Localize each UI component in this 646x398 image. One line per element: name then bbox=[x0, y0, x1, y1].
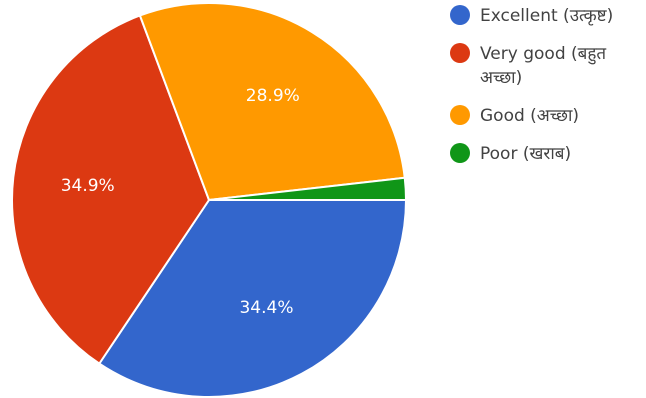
legend-label-3-line-0: Poor (खराब) bbox=[480, 144, 571, 164]
legend-swatch-1 bbox=[450, 43, 470, 63]
legend-label-1-line-1: अच्छा) bbox=[480, 68, 522, 88]
legend-swatch-2 bbox=[450, 105, 470, 125]
legend-item-3[interactable]: Poor (खराब) bbox=[450, 143, 571, 164]
legend-item-2[interactable]: Good (अच्छा) bbox=[450, 105, 579, 126]
pie-slice-3[interactable] bbox=[208, 176, 407, 201]
slice-label-2: 28.9% bbox=[246, 86, 300, 106]
slice-labels: 34.4% 34.9% 28.9% bbox=[61, 86, 300, 318]
pie-slice-1[interactable] bbox=[11, 14, 210, 365]
legend: Excellent (उत्कृष्ट) Very good (बहुत अच्छा… bbox=[450, 5, 613, 164]
legend-label-2-line-0: Good (अच्छा) bbox=[480, 106, 579, 126]
pie-slice-2[interactable] bbox=[138, 2, 406, 201]
legend-item-0[interactable]: Excellent (उत्कृष्ट) bbox=[450, 5, 613, 26]
pie-slices bbox=[11, 2, 407, 398]
legend-swatch-0 bbox=[450, 5, 470, 25]
slice-label-0: 34.4% bbox=[239, 298, 293, 318]
legend-label-1-line-0: Very good (बहुत bbox=[480, 44, 606, 65]
pie-slice-0[interactable] bbox=[98, 199, 407, 398]
legend-swatch-3 bbox=[450, 143, 470, 163]
slice-label-1: 34.9% bbox=[61, 176, 115, 196]
legend-item-1[interactable]: Very good (बहुत अच्छा) bbox=[450, 43, 606, 88]
legend-label-0-line-0: Excellent (उत्कृष्ट) bbox=[480, 6, 613, 26]
